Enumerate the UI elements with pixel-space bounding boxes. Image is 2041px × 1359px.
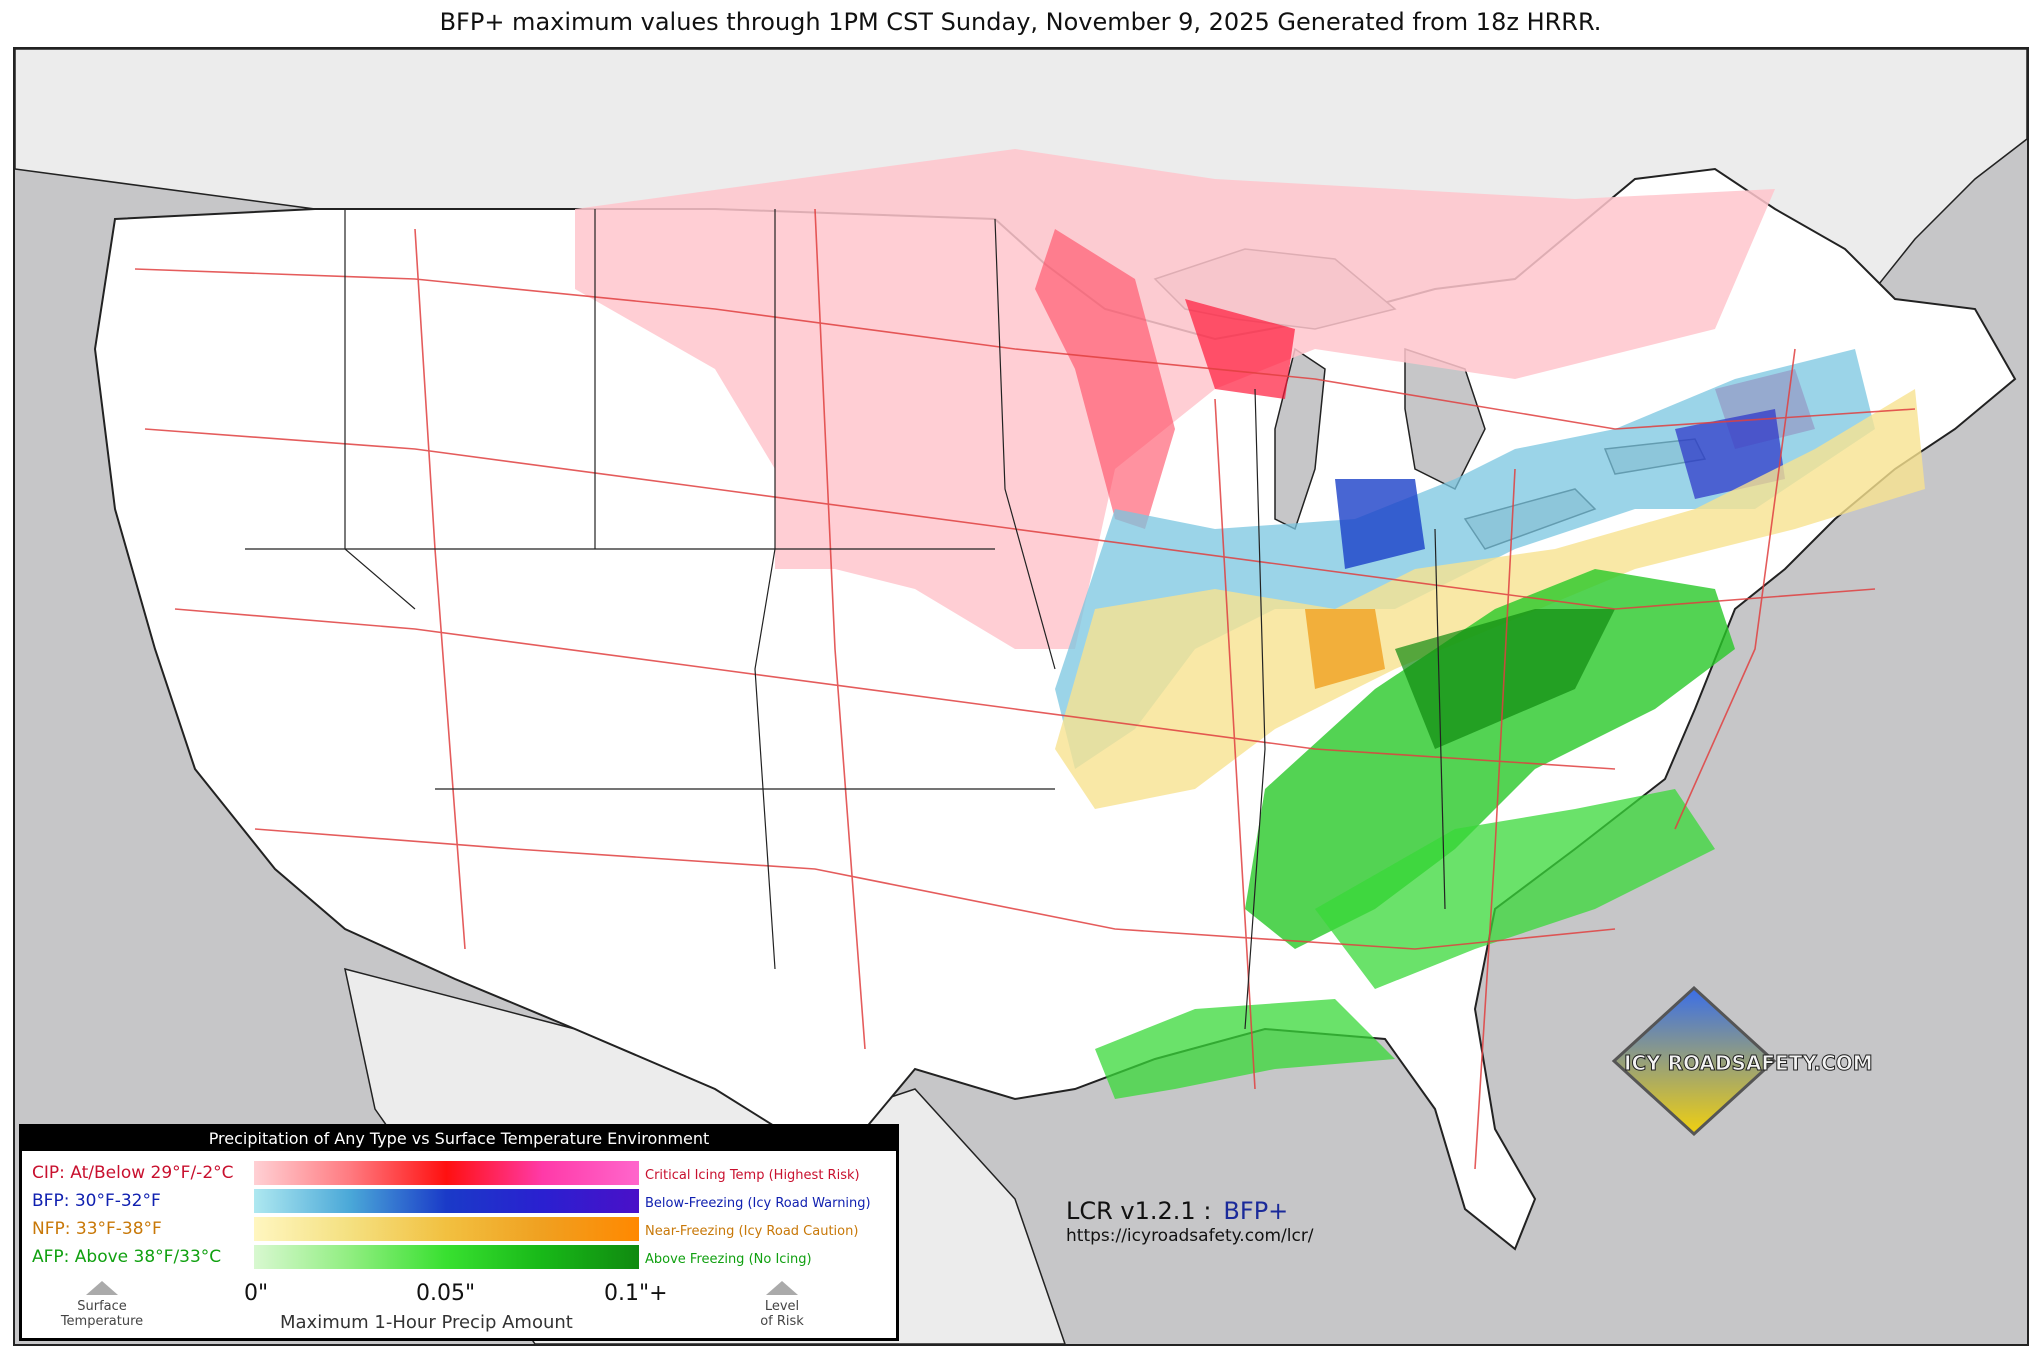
bfp-core-ne (1675, 409, 1785, 499)
nfp-core (1305, 609, 1385, 689)
afp-core (1395, 609, 1615, 749)
legend-bar-cip (254, 1161, 639, 1185)
legend-header: Precipitation of Any Type vs Surface Tem… (22, 1127, 896, 1151)
product-version: LCR v1.2.1 : BFP+ (1066, 1197, 1288, 1225)
legend-desc-bfp: Below-Freezing (Icy Road Warning) (645, 1196, 871, 1211)
up-triangle-icon (766, 1281, 798, 1295)
legend-tick-max: 0.1"+ (604, 1281, 668, 1306)
us-map (15, 49, 2027, 1344)
legend-tick-mid: 0.05" (416, 1281, 476, 1306)
map-canvas (13, 47, 2029, 1346)
up-triangle-icon (86, 1281, 118, 1295)
legend-label-nfp: NFP: 33°F-38°F (32, 1219, 162, 1239)
level-of-risk-label: Level of Risk (742, 1281, 822, 1329)
version-text: LCR v1.2.1 : (1066, 1197, 1212, 1225)
source-url[interactable]: https://icyroadsafety.com/lcr/ (1066, 1226, 1314, 1246)
logo-text: ICY ROADSAFETY.COM (1624, 1051, 1873, 1075)
bfp-swath (1055, 349, 1875, 769)
legend-desc-cip: Critical Icing Temp (Highest Risk) (645, 1168, 860, 1183)
legend-desc-nfp: Near-Freezing (Icy Road Caution) (645, 1224, 859, 1239)
legend-axis-title: Maximum 1-Hour Precip Amount (280, 1312, 573, 1333)
product-name: BFP+ (1223, 1197, 1289, 1225)
legend-bar-afp (254, 1245, 639, 1269)
cip-core (1035, 229, 1175, 529)
icy-road-safety-logo: ICY ROADSAFETY.COM (1604, 985, 1904, 1137)
state-boundaries (245, 209, 1446, 1030)
legend-label-cip: CIP: At/Below 29°F/-2°C (32, 1163, 234, 1183)
afp-swath-south (1315, 789, 1715, 989)
legend-tick-0: 0" (244, 1281, 269, 1306)
surface-temperature-label: Surface Temperature (52, 1281, 152, 1329)
legend-desc-afp: Above Freezing (No Icing) (645, 1252, 812, 1267)
legend-panel: Precipitation of Any Type vs Surface Tem… (19, 1124, 899, 1341)
afp-swath-gulf (1095, 999, 1395, 1099)
nfp-swath (1055, 389, 1925, 809)
legend-label-afp: AFP: Above 38°F/33°C (32, 1247, 222, 1267)
cip-swath (575, 149, 1775, 649)
afp-swath (1245, 569, 1735, 949)
bfp-core (1335, 479, 1425, 569)
map-title: BFP+ maximum values through 1PM CST Sund… (439, 8, 1602, 36)
legend-bar-nfp (254, 1217, 639, 1241)
legend-bar-bfp (254, 1189, 639, 1213)
legend-label-bfp: BFP: 30°F-32°F (32, 1191, 161, 1211)
